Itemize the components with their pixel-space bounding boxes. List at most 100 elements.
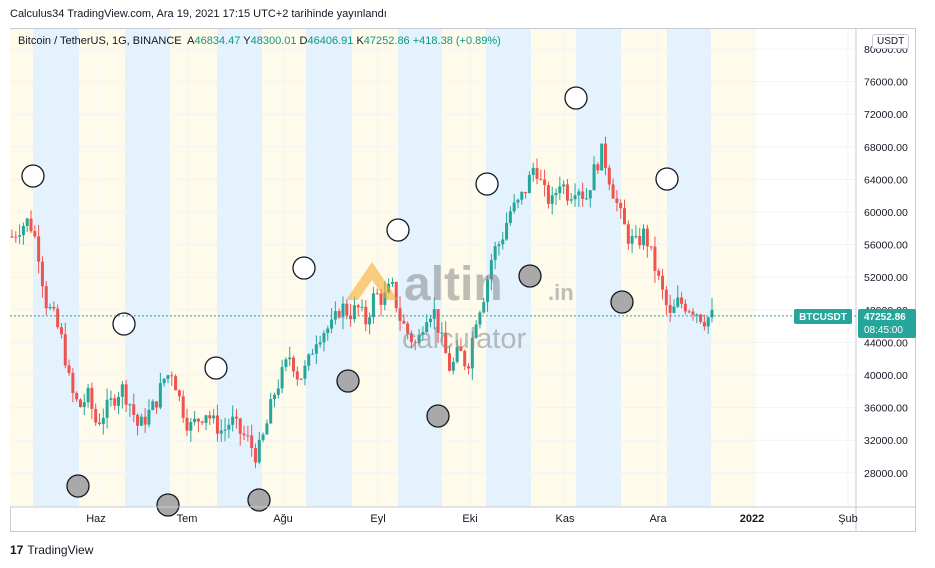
candle-body xyxy=(486,279,490,303)
publish-header: Calculus34 TradingView.com, Ara 19, 2021… xyxy=(10,8,387,20)
candle-body xyxy=(421,332,425,335)
cycle-marker-icon xyxy=(247,488,271,512)
cycle-band xyxy=(621,29,667,507)
candle-body xyxy=(322,333,326,343)
candle-body xyxy=(417,334,421,343)
candle-body xyxy=(204,415,208,423)
candle-body xyxy=(212,415,216,419)
tv-logo-mark: 17 xyxy=(10,543,24,557)
cycle-band xyxy=(10,29,33,507)
candle-body xyxy=(409,333,413,343)
candle-body xyxy=(273,394,276,400)
candle-body xyxy=(200,421,204,423)
candle-body xyxy=(448,353,451,371)
candle-body xyxy=(14,236,18,238)
candle-body xyxy=(497,244,501,247)
candle-body xyxy=(512,202,516,212)
candle-body xyxy=(687,311,691,313)
candle-body xyxy=(657,270,661,276)
candle-body xyxy=(261,434,265,440)
candle-body xyxy=(619,202,623,209)
candle-body xyxy=(554,193,558,196)
tradingview-logo[interactable]: 17 TradingView xyxy=(10,543,93,557)
candle-body xyxy=(246,435,250,437)
currency-button[interactable]: USDT xyxy=(872,34,910,49)
candle-body xyxy=(341,303,345,318)
candle-body xyxy=(124,384,128,405)
x-tick-label: Eyl xyxy=(370,513,385,525)
open-label: A xyxy=(187,35,195,47)
candle-body xyxy=(162,378,166,384)
tv-logo-text: TradingView xyxy=(27,543,94,557)
candle-body xyxy=(661,275,665,290)
y-tick-label: 68000.00 xyxy=(864,142,908,154)
symbol-name: Bitcoin / TetherUS, 1G, BINANCE xyxy=(18,35,182,47)
candle-body xyxy=(501,239,505,245)
y-tick-label: 60000.00 xyxy=(864,207,908,219)
candle-body xyxy=(546,185,550,204)
candle-body xyxy=(565,184,569,201)
candle-body xyxy=(189,422,193,431)
grid-lines xyxy=(10,29,856,507)
watermark-sub: calculator xyxy=(402,323,526,355)
candle-body xyxy=(113,398,117,406)
candle-body xyxy=(699,314,703,322)
candle-body xyxy=(181,396,185,418)
candle-body xyxy=(242,433,246,436)
candle-body xyxy=(276,388,280,395)
candle-body xyxy=(143,416,147,425)
candle-body xyxy=(467,366,471,369)
candle-body xyxy=(444,332,448,354)
candle-body xyxy=(56,308,60,328)
time-axis: Haz Tem Ağu Eyl Eki Kas Ara 2022 Şub xyxy=(86,513,858,525)
candle-body xyxy=(535,168,539,179)
y-tick-label: 36000.00 xyxy=(864,403,908,415)
candle-body xyxy=(117,396,121,406)
candle-body xyxy=(573,195,577,200)
candle-body xyxy=(25,218,29,226)
candle-body xyxy=(581,191,585,199)
candle-body xyxy=(680,297,684,304)
candle-body xyxy=(215,415,219,434)
candle-body xyxy=(600,143,604,171)
candle-body xyxy=(59,327,63,335)
x-tick-label: Ara xyxy=(649,513,667,525)
symbol-legend: Bitcoin / TetherUS, 1G, BINANCE A46834.4… xyxy=(18,35,501,47)
candle-body xyxy=(349,315,353,320)
candle-body xyxy=(630,236,634,244)
candle-body xyxy=(314,344,318,354)
candle-body xyxy=(360,306,364,308)
candle-body xyxy=(90,387,94,409)
candle-body xyxy=(120,384,124,397)
y-tick-label: 72000.00 xyxy=(864,109,908,121)
candle-body xyxy=(558,186,562,194)
cycle-marker-icon xyxy=(386,218,410,242)
candle-body xyxy=(478,312,482,325)
candle-body xyxy=(337,311,341,318)
x-tick-label: Haz xyxy=(86,513,106,525)
cycle-marker-icon xyxy=(336,369,360,393)
candle-body xyxy=(231,416,235,425)
y-tick-label: 76000.00 xyxy=(864,77,908,89)
candle-body xyxy=(269,399,273,424)
candle-body xyxy=(44,286,48,309)
candle-body xyxy=(303,365,307,379)
candle-body xyxy=(18,235,22,237)
candle-body xyxy=(508,211,512,223)
candle-body xyxy=(406,323,410,334)
candle-body xyxy=(364,306,368,325)
cycle-marker-icon xyxy=(292,256,316,280)
y-tick-label: 40000.00 xyxy=(864,370,908,382)
candle-body xyxy=(394,281,398,309)
candle-body xyxy=(432,309,436,319)
candle-body xyxy=(75,392,79,400)
cycle-band xyxy=(217,29,262,507)
candle-body xyxy=(695,314,699,316)
candle-body xyxy=(505,222,509,240)
candle-body xyxy=(265,423,269,435)
candle-body xyxy=(238,418,242,434)
price-tag-symbol[interactable]: BTCUSDT xyxy=(794,309,852,324)
candle-body xyxy=(527,175,531,194)
candle-body xyxy=(596,164,600,171)
